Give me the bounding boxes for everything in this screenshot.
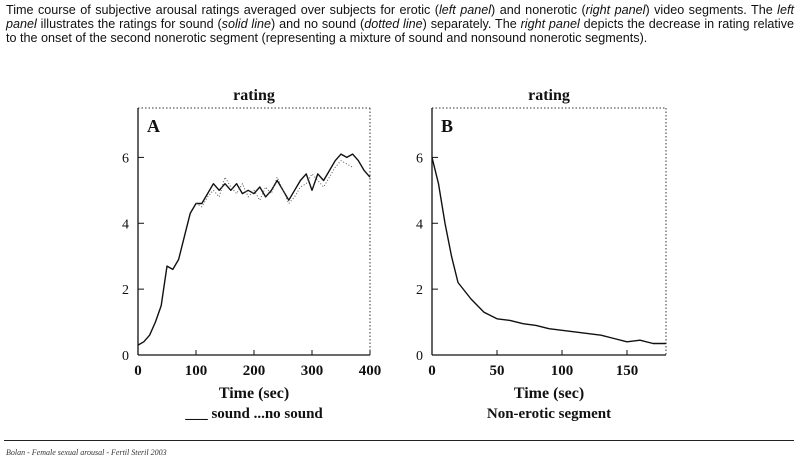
panel-a-x-tick-label: 100 bbox=[185, 363, 208, 379]
figure-caption: Time course of subjective arousal rating… bbox=[6, 3, 794, 45]
caption-text: ) separately. The bbox=[422, 17, 521, 31]
caption-text: depicts the decrease in rating relative … bbox=[6, 17, 794, 45]
panel-b-y-tick-label: 2 bbox=[416, 283, 423, 298]
panel-b-title: rating bbox=[528, 87, 570, 104]
panel-b-series-rating bbox=[431, 157, 666, 345]
panel-a-legend: ___ sound ...no sound bbox=[184, 406, 323, 422]
panel-a-x-tick-label: 0 bbox=[134, 363, 142, 379]
caption-text: ) and no sound ( bbox=[271, 17, 365, 31]
panel-a-y-tick-label: 6 bbox=[122, 151, 129, 166]
caption-text: illustrates the ratings for sound ( bbox=[36, 17, 222, 31]
caption-emphasis: dotted line bbox=[364, 17, 423, 31]
caption-emphasis: right panel bbox=[585, 3, 646, 17]
panel-a-x-tick-label: 200 bbox=[243, 363, 266, 379]
panel-a-title: rating bbox=[233, 87, 275, 104]
caption-text: ) and nonerotic ( bbox=[491, 3, 586, 17]
caption-emphasis: right panel bbox=[520, 17, 580, 31]
panel-a-y-tick-label: 2 bbox=[122, 283, 129, 298]
panel-a-x-tick-label: 400 bbox=[359, 363, 382, 379]
panel-b-y-tick-label: 6 bbox=[416, 151, 423, 166]
panel-b-x-tick-label: 150 bbox=[616, 363, 639, 379]
panel-a-x-tick-label: 300 bbox=[301, 363, 324, 379]
panel-b-y-tick-label: 4 bbox=[416, 217, 423, 232]
caption-emphasis: left panel bbox=[6, 3, 794, 31]
panel-a-y-tick-label: 4 bbox=[122, 217, 129, 232]
bottom-rule bbox=[4, 440, 794, 441]
caption-text: Time course of subjective arousal rating… bbox=[6, 3, 439, 17]
panel-a-series-sound bbox=[137, 153, 371, 346]
caption-emphasis: left panel bbox=[438, 3, 492, 17]
footer-citation: Bolan - Female sexual arousal - Fertil S… bbox=[6, 448, 167, 457]
panel-a-letter: A bbox=[147, 116, 160, 136]
panel-a-x-label: Time (sec) bbox=[219, 385, 289, 402]
panel-b-x-label: Time (sec) bbox=[514, 385, 584, 402]
panel-b-y-tick-label: 0 bbox=[416, 349, 423, 364]
panel-a-series-no-sound bbox=[195, 160, 353, 208]
panel-b-x-tick-label: 50 bbox=[490, 363, 505, 379]
panel-a-y-tick-label: 0 bbox=[122, 349, 129, 364]
panel-b-legend: Non-erotic segment bbox=[487, 406, 611, 422]
caption-text: ) video segments. The bbox=[645, 3, 778, 17]
panel-b-x-tick-label: 0 bbox=[428, 363, 436, 379]
panel-b-letter: B bbox=[441, 116, 453, 136]
panel-b-x-tick-label: 100 bbox=[551, 363, 574, 379]
caption-emphasis: solid line bbox=[221, 17, 272, 31]
